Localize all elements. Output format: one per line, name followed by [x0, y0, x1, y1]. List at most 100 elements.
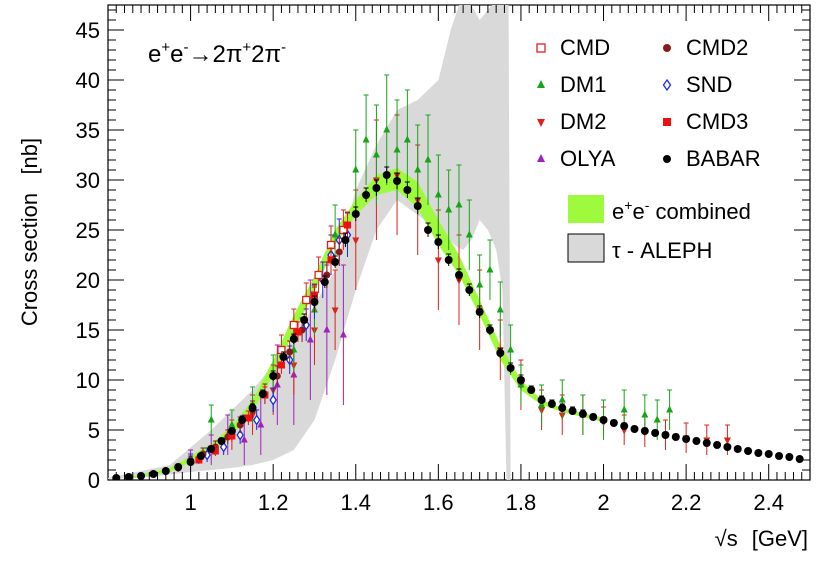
x-tick-label: 1.6: [423, 490, 454, 515]
point-olya: [306, 335, 314, 343]
x-tick-label: 2.4: [753, 490, 784, 515]
point-babar: [372, 184, 381, 192]
x-tick-label: 1.2: [258, 490, 289, 515]
y-tick-label: 15: [76, 318, 100, 343]
point-dm1: [331, 230, 339, 238]
y-tick-label: 40: [76, 68, 100, 93]
point-babar: [124, 473, 133, 480]
point-dm1: [620, 405, 628, 413]
point-dm1: [424, 155, 432, 163]
point-babar: [485, 326, 494, 334]
point-babar: [568, 407, 577, 415]
process-label-arrow: →: [188, 41, 212, 68]
point-babar: [692, 437, 701, 445]
process-label-e2: e: [170, 41, 183, 68]
legend: CMD CMD2 DM1 SND DM2 CMD3 OLYA BABAR: [536, 35, 761, 171]
point-babar: [382, 171, 391, 179]
point-babar: [393, 177, 402, 185]
point-babar: [475, 308, 484, 316]
legend-swatch-combined: [568, 195, 604, 223]
legend-marker-cmd3: [663, 118, 671, 126]
point-babar: [413, 202, 422, 210]
point-babar: [403, 186, 412, 194]
point-dm2: [434, 257, 442, 265]
point-babar: [506, 364, 515, 372]
point-cmd: [326, 240, 336, 250]
process-label-minus2: -: [281, 39, 286, 56]
process-label-e1: e: [148, 41, 161, 68]
point-babar: [671, 433, 680, 441]
point-babar: [764, 450, 773, 458]
legend-marker-olya: [537, 154, 545, 162]
point-dm1: [455, 200, 463, 208]
point-dm1: [207, 415, 215, 423]
point-babar: [537, 396, 546, 404]
point-babar: [723, 443, 732, 451]
legend-swatch-aleph: [567, 233, 605, 263]
point-cmd3: [195, 456, 203, 464]
point-dm1: [507, 345, 515, 353]
process-label-pi1: 2π: [212, 41, 242, 68]
point-babar: [227, 427, 236, 435]
point-babar: [630, 425, 639, 433]
point-dm1: [372, 150, 380, 158]
process-label-plus1: +: [161, 39, 170, 56]
process-label-plus2: +: [242, 39, 251, 56]
point-cmd: [314, 270, 323, 280]
point-dm1: [383, 125, 391, 133]
x-tick-label: 2: [597, 490, 609, 515]
point-babar: [320, 278, 329, 286]
point-dm1: [666, 405, 674, 413]
point-babar: [331, 258, 340, 266]
y-tick-label: 45: [76, 18, 100, 43]
x-axis-title: √s [GeV]: [715, 526, 808, 551]
point-babar: [258, 390, 267, 398]
point-babar: [434, 238, 443, 246]
x-tick-label: 2.2: [671, 490, 702, 515]
point-babar: [558, 404, 567, 412]
point-dm1: [653, 415, 661, 423]
point-babar: [516, 376, 525, 384]
point-babar: [196, 452, 205, 460]
y-axis-title: Cross section [nb]: [17, 138, 42, 326]
y-tick-label: 35: [76, 118, 100, 143]
point-babar: [589, 413, 598, 421]
point-babar: [238, 416, 247, 424]
point-babar: [300, 316, 309, 324]
point-babar: [620, 422, 629, 430]
legend-label-dm2: DM2: [560, 109, 606, 134]
x-tick-label: 1.8: [506, 490, 537, 515]
point-babar: [547, 400, 556, 408]
point-babar: [217, 437, 226, 445]
legend-marker-dm2: [537, 119, 545, 127]
point-babar: [744, 447, 753, 455]
point-dm1: [393, 145, 401, 153]
legend-label-olya: OLYA: [560, 146, 616, 171]
point-olya: [257, 420, 265, 428]
aleph-band: [108, 5, 511, 480]
point-babar: [186, 458, 195, 466]
point-dm1: [445, 205, 453, 213]
point-babar: [785, 453, 794, 461]
point-cmd: [302, 295, 311, 305]
point-cmd: [277, 345, 286, 355]
legend-label-cmd: CMD: [560, 35, 610, 60]
point-babar: [362, 191, 371, 199]
x-tick-label: 1.4: [340, 490, 371, 515]
y-tick-label: 10: [76, 368, 100, 393]
legend-label-dm1: DM1: [560, 72, 606, 97]
process-label-pi2: 2π: [251, 41, 281, 68]
point-olya: [339, 330, 347, 338]
point-babar: [424, 226, 433, 234]
y-tick-label: 25: [76, 218, 100, 243]
series-cmd: [277, 209, 348, 365]
point-cmd3: [294, 328, 302, 336]
point-babar: [775, 452, 784, 460]
legend-marker-cmd2: [663, 44, 671, 52]
point-babar: [795, 455, 804, 463]
point-babar: [578, 410, 587, 418]
point-dm1: [352, 165, 360, 173]
point-dm1: [465, 230, 473, 238]
point-babar: [149, 470, 158, 478]
